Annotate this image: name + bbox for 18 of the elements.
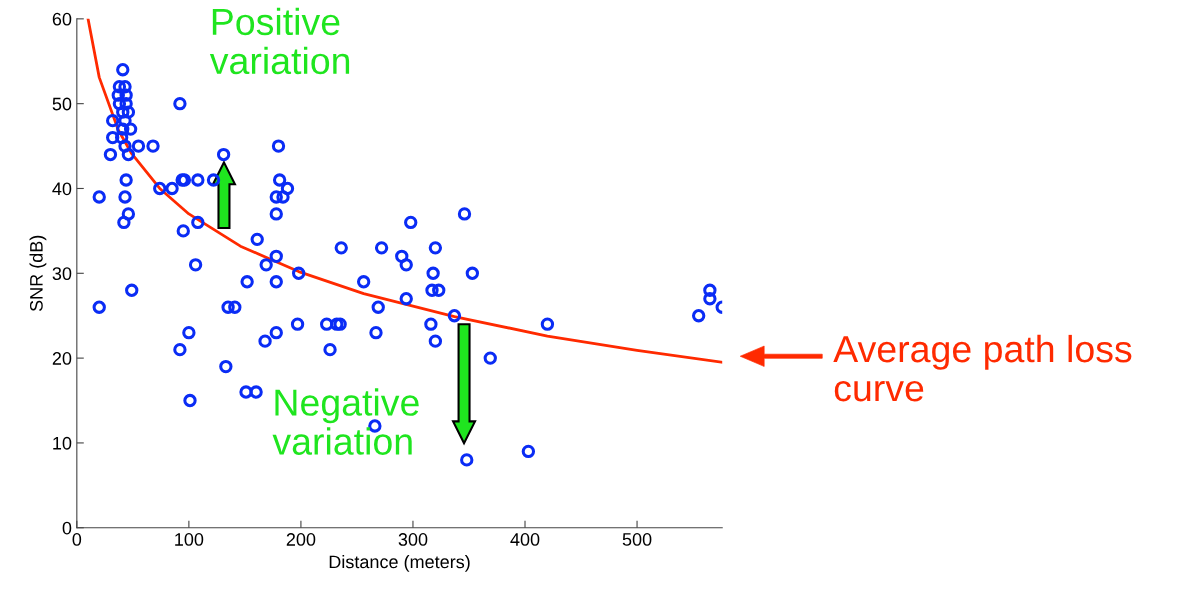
x-tick-label: 500 bbox=[622, 533, 652, 546]
x-tick-label: 200 bbox=[286, 533, 316, 546]
x-tick-label: 300 bbox=[398, 533, 428, 546]
y-tick-label: 0 bbox=[62, 521, 72, 535]
x-tick-label: 400 bbox=[510, 533, 540, 546]
x-tick-label: 0 bbox=[72, 533, 82, 546]
y-tick-label: 30 bbox=[52, 267, 72, 281]
y-tick-label: 20 bbox=[52, 352, 72, 365]
annotation: Negative variation bbox=[272, 388, 419, 455]
x-axis-title: Distance (meters) bbox=[329, 554, 470, 572]
y-tick-label: 60 bbox=[52, 12, 72, 26]
y-tick-label: 10 bbox=[53, 436, 72, 450]
y-tick-label: 40 bbox=[52, 182, 72, 196]
text: Average path loss curve bbox=[833, 334, 1132, 402]
y-tick-label: 50 bbox=[52, 97, 72, 111]
annotation: Positive variation bbox=[209, 7, 350, 75]
y-axis-title: SNR (dB) bbox=[29, 235, 47, 312]
x-tick-label: 100 bbox=[175, 533, 204, 546]
